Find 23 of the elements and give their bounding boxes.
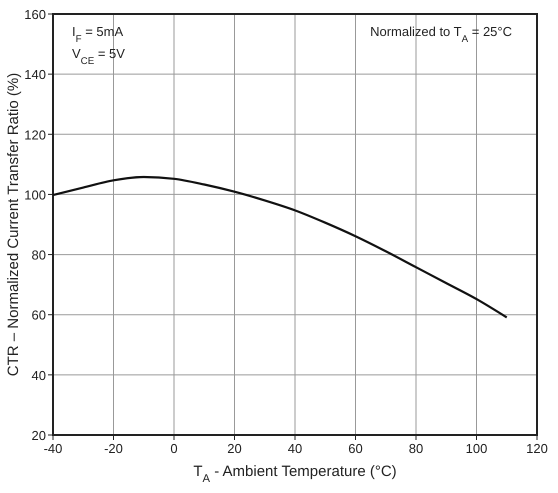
y-tick-label: 120 bbox=[24, 127, 46, 142]
y-tick-label: 60 bbox=[32, 308, 46, 323]
y-tick-label: 40 bbox=[32, 368, 46, 383]
x-tick-label: 0 bbox=[170, 441, 178, 456]
y-tick-label: 20 bbox=[32, 428, 46, 443]
y-tick-label: 80 bbox=[32, 248, 46, 263]
x-tick-label: 20 bbox=[227, 441, 242, 456]
x-tick-label: 60 bbox=[348, 441, 363, 456]
x-tick-label: -20 bbox=[104, 441, 123, 456]
x-tick-label: 80 bbox=[408, 441, 424, 456]
annotation: I$_{F}$ = 5mA bbox=[72, 24, 124, 44]
y-tick-label: 160 bbox=[24, 7, 46, 22]
annotation: V$_{CE}$ = 5V bbox=[72, 46, 126, 66]
x-tick-label: 40 bbox=[288, 441, 302, 456]
x-tick-label: 120 bbox=[526, 441, 548, 456]
x-tick-label: -40 bbox=[44, 441, 62, 456]
x-axis-title: T$_{A}$ - Ambient Temperature (°C) bbox=[193, 463, 397, 485]
y-tick-label: 100 bbox=[24, 187, 46, 202]
line-series bbox=[52, 176, 508, 319]
y-tick-label: 140 bbox=[24, 67, 46, 82]
annotation: Normalized to T$_{A}$ = 25°C bbox=[370, 24, 512, 44]
x-tick-label: 100 bbox=[466, 441, 488, 456]
y-axis-title: CTR – Normalized Current Transfer Ratio (%) bbox=[5, 72, 22, 376]
